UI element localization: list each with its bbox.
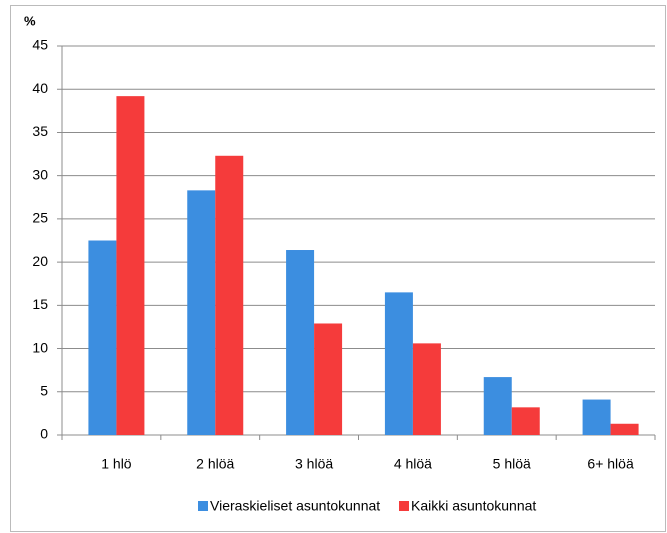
x-tick-label: 6+ hlöä bbox=[587, 456, 634, 472]
bar bbox=[215, 155, 244, 436]
bar bbox=[116, 96, 145, 435]
y-tick-label: 15 bbox=[32, 296, 48, 312]
bar bbox=[511, 407, 540, 435]
x-tick-label: 4 hlöä bbox=[394, 456, 432, 472]
x-tick-label: 1 hlö bbox=[101, 456, 132, 472]
y-tick-label: 40 bbox=[32, 80, 48, 96]
y-axis-label: % bbox=[24, 13, 36, 28]
y-tick-label: 10 bbox=[32, 339, 48, 355]
y-tick-label: 20 bbox=[32, 253, 48, 269]
y-tick-label: 35 bbox=[32, 123, 48, 139]
y-tick-label: 5 bbox=[40, 382, 48, 398]
bar bbox=[412, 343, 441, 435]
y-tick-label: 30 bbox=[32, 166, 48, 182]
legend-label: Kaikki asuntokunnat bbox=[411, 498, 536, 514]
x-tick-label: 5 hlöä bbox=[493, 456, 531, 472]
bar bbox=[187, 190, 216, 435]
bar bbox=[314, 323, 343, 435]
bar bbox=[88, 240, 117, 435]
bar bbox=[286, 250, 315, 435]
x-tick-label: 3 hlöä bbox=[295, 456, 333, 472]
y-tick-label: 25 bbox=[32, 210, 48, 226]
y-tick-label: 45 bbox=[32, 37, 48, 53]
x-tick-label: 2 hlöä bbox=[196, 456, 234, 472]
bar bbox=[483, 377, 512, 435]
legend-swatch bbox=[198, 501, 208, 511]
bar bbox=[610, 423, 639, 435]
bar bbox=[384, 292, 413, 435]
legend-swatch bbox=[399, 501, 409, 511]
legend-label: Vieraskieliset asuntokunnat bbox=[210, 498, 380, 514]
y-tick-label: 0 bbox=[40, 426, 48, 442]
bar bbox=[582, 399, 611, 435]
